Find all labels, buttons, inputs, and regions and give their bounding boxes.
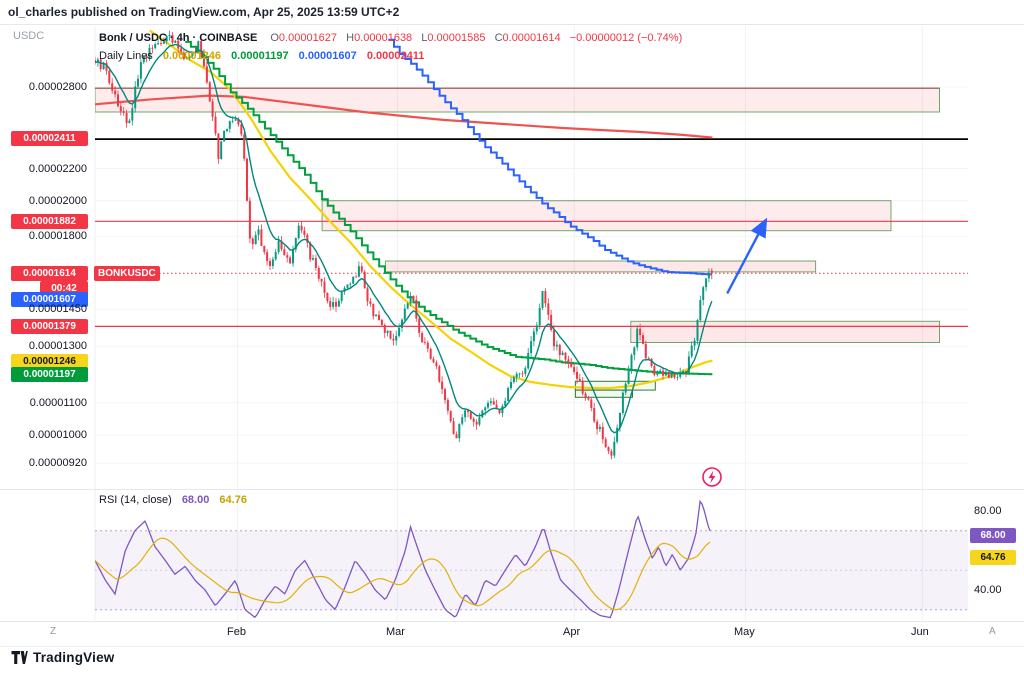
- high-value: 0.00001638: [354, 32, 413, 44]
- left-scale-hint[interactable]: Z: [50, 626, 57, 637]
- price-axis-label: 0.00000920: [28, 457, 87, 469]
- rsi-legend[interactable]: RSI (14, close) 68.00 64.76: [99, 494, 247, 506]
- daily-green-value: 0.00001197: [231, 50, 289, 62]
- close-label: C: [494, 32, 503, 44]
- time-axis-month-may: May: [734, 626, 755, 638]
- rsi-axis-label: 40.00: [974, 584, 1002, 596]
- price-axis-label: 0.00001800: [28, 230, 87, 242]
- green-ma-price-badge: 0.00001197: [11, 367, 88, 382]
- daily-blue-value: 0.00001607: [298, 50, 357, 62]
- price-axis-label: 0.00002800: [28, 81, 87, 93]
- time-axis-month-mar: Mar: [386, 626, 405, 638]
- supply-zone-1614: [384, 260, 817, 273]
- symbol-legend[interactable]: Bonk / USDC · 4h · COINBASE O0.00001627 …: [99, 31, 682, 45]
- rsi-ma-value: 64.76: [219, 494, 247, 506]
- bullish-arrow: [726, 217, 768, 295]
- grid-layer: [94, 26, 968, 620]
- symbol-title: Bonk / USDC · 4h · COINBASE: [99, 32, 258, 44]
- tradingview-logo-icon: [11, 651, 28, 664]
- daily-lines-label: Daily Lines: [99, 50, 153, 62]
- open-value: 0.00001627: [278, 32, 338, 44]
- low-label: L: [421, 32, 428, 44]
- rsi-label: RSI (14, close): [99, 494, 172, 506]
- rsi-ma-value-badge: 64.76: [970, 550, 1016, 565]
- close-value: 0.00001614: [502, 32, 561, 44]
- daily-lines-legend[interactable]: Daily Lines 0.00001246 0.00001197 0.0000…: [99, 49, 431, 63]
- pane-divider: [0, 489, 1024, 490]
- lightning-sticker-icon: [700, 465, 724, 489]
- low-value: 0.00001585: [427, 32, 486, 44]
- price-axis-label: 0.00001300: [28, 340, 87, 352]
- open-label: O: [270, 32, 279, 44]
- rsi-axis[interactable]: 80.00 68.00 64.76 40.00: [970, 0, 1024, 676]
- level-1379-badge: 0.00001379: [11, 319, 88, 334]
- quote-currency-label: USDC: [13, 30, 45, 42]
- high-label: H: [346, 32, 355, 44]
- supply-zone-1882: [321, 200, 892, 232]
- red-ma-price-badge: 0.00002411: [11, 131, 88, 146]
- demand-box-2: [574, 389, 634, 398]
- daily-red-value: 0.00002411: [366, 50, 425, 62]
- change-value: −0.00000012 (−0.74%): [569, 32, 683, 44]
- rsi-value-badge: 68.00: [970, 528, 1016, 543]
- level-1882-badge: 0.00001882: [11, 214, 88, 229]
- daily-yellow-value: 0.00001246: [162, 50, 221, 62]
- time-axis-month-feb: Feb: [227, 626, 246, 638]
- last-price-badge: 0.00001614: [11, 266, 88, 281]
- price-axis-label: 0.00001450: [28, 303, 87, 315]
- yellow-ma-price-badge: 0.00001246: [11, 354, 88, 369]
- time-axis-month-apr: Apr: [563, 626, 581, 638]
- symbol-price-tag: BONKUSDC: [94, 266, 160, 281]
- price-axis[interactable]: 0.00002800 0.00002411 0.00002200 0.00002000…: [0, 0, 92, 676]
- time-axis-month-jun: Jun: [911, 626, 929, 638]
- rsi-value: 68.00: [181, 494, 210, 506]
- rsi-pane-layer: [95, 499, 968, 619]
- tradingview-footer[interactable]: TradingView: [11, 650, 114, 665]
- price-axis-label: 0.00001000: [28, 429, 87, 441]
- price-axis-label: 0.00002000: [28, 195, 87, 207]
- attribution-divider: [0, 24, 1024, 25]
- price-axis-label: 0.00002200: [28, 163, 87, 175]
- time-axis[interactable]: Feb Mar Apr May Jun Z A: [0, 624, 1024, 642]
- supply-zone-1379: [630, 320, 940, 343]
- tradingview-wordmark: TradingView: [33, 650, 115, 665]
- time-axis-divider: [0, 621, 1024, 622]
- price-axis-label: 0.00001100: [29, 397, 87, 409]
- price-pane-layer: [95, 29, 968, 460]
- attribution-bar[interactable]: ol_charles published on TradingView.com,…: [8, 5, 400, 19]
- blue-ma-price-badge: 0.00001607: [11, 292, 88, 307]
- auto-scale-hint[interactable]: A: [989, 626, 996, 637]
- rsi-axis-label: 80.00: [974, 505, 1002, 517]
- footer-divider: [0, 646, 1024, 647]
